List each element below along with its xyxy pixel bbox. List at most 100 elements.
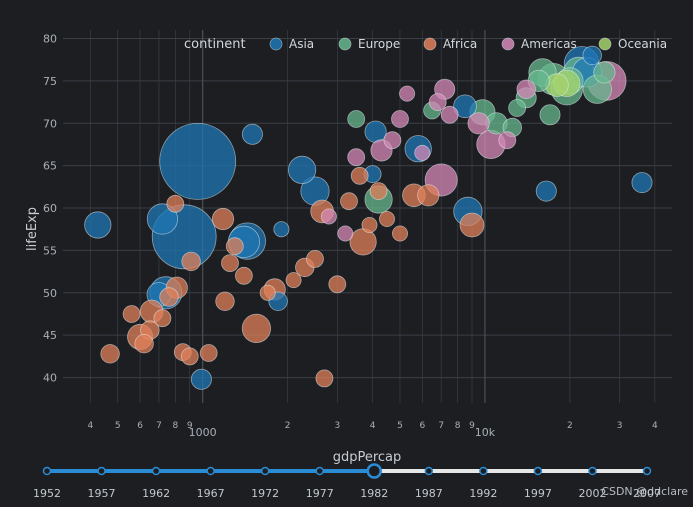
bubble-europe bbox=[508, 99, 526, 117]
bubble-africa bbox=[215, 291, 235, 312]
slider-step-1987[interactable] bbox=[424, 466, 434, 476]
bubble-europe bbox=[347, 110, 366, 128]
slider-step-1962[interactable] bbox=[151, 466, 161, 476]
y-tick-label: 40 bbox=[43, 372, 57, 385]
x-minor-tick-label: 4 bbox=[652, 421, 658, 431]
legend-entry-americas: Americas bbox=[521, 37, 577, 51]
x-minor-tick-label: 7 bbox=[438, 421, 444, 431]
bubble-africa bbox=[315, 369, 334, 388]
bubble-africa bbox=[211, 207, 235, 231]
bubble-americas bbox=[467, 112, 490, 135]
bubble-africa bbox=[391, 225, 408, 242]
bubble-africa bbox=[459, 212, 485, 238]
slider-label-1957[interactable]: 1957 bbox=[88, 487, 116, 500]
slider-handle[interactable] bbox=[366, 463, 383, 479]
bubbles bbox=[84, 45, 653, 390]
slider-label-1997[interactable]: 1997 bbox=[524, 487, 552, 500]
x-minor-tick-label: 3 bbox=[617, 421, 623, 431]
slider-step-1957[interactable] bbox=[97, 466, 106, 476]
y-axis-title: lifeExp bbox=[25, 207, 40, 251]
bubble-africa bbox=[221, 254, 239, 273]
slider-step-2002[interactable] bbox=[588, 466, 597, 476]
bubble-africa bbox=[378, 210, 395, 227]
x-minor-tick-label: 3 bbox=[334, 421, 340, 431]
bubble-asia bbox=[273, 221, 290, 238]
slider-step-1952[interactable] bbox=[42, 466, 52, 476]
y-tick-label: 50 bbox=[43, 287, 57, 300]
slider-label-1982[interactable]: 1982 bbox=[360, 487, 388, 500]
x-axis-title: gdpPercap bbox=[333, 450, 402, 465]
bubble-americas bbox=[498, 131, 517, 150]
y-tick-label: 60 bbox=[43, 202, 57, 215]
x-minor-tick-label: 6 bbox=[419, 421, 425, 431]
y-tick-label: 80 bbox=[43, 32, 57, 45]
x-minor-tick-label: 5 bbox=[397, 421, 403, 431]
bubble-asia bbox=[364, 120, 387, 143]
bubble-africa bbox=[340, 192, 358, 211]
slider-step-2007[interactable] bbox=[642, 466, 652, 476]
bubble-europe bbox=[593, 61, 616, 84]
bubble-americas bbox=[391, 110, 409, 128]
bubble-africa bbox=[361, 216, 378, 233]
legend-marker-oceania bbox=[598, 37, 612, 51]
bubble-americas bbox=[414, 144, 431, 161]
slider-label-1987[interactable]: 1987 bbox=[415, 487, 443, 500]
bubble-asia bbox=[453, 94, 477, 119]
legend-marker-europe bbox=[338, 37, 352, 51]
bubble-africa bbox=[180, 347, 199, 366]
bubble-africa bbox=[241, 313, 271, 343]
legend-marker-africa bbox=[423, 37, 437, 51]
bubble-africa bbox=[328, 275, 347, 294]
slider-label-1977[interactable]: 1977 bbox=[306, 487, 334, 500]
bubble-africa bbox=[181, 251, 201, 272]
bubble-americas bbox=[428, 93, 447, 111]
x-minor-tick-label: 2 bbox=[567, 421, 573, 431]
bubble-asia bbox=[146, 203, 178, 235]
bubble-americas bbox=[383, 131, 402, 150]
slider-label-1967[interactable]: 1967 bbox=[197, 487, 225, 500]
year-slider[interactable]: 1952 1957 1962 1967 1972 1977 1982 1987 1992 1997… bbox=[33, 463, 661, 501]
bubble-asia bbox=[535, 180, 557, 202]
slider-label-1972[interactable]: 1972 bbox=[251, 487, 279, 500]
slider-step-1992[interactable] bbox=[479, 466, 488, 476]
bubble-americas bbox=[440, 105, 459, 124]
y-tick-label: 65 bbox=[43, 160, 57, 173]
x-minor-tick-label: 2 bbox=[285, 421, 291, 431]
bubble-africa bbox=[225, 237, 244, 256]
y-tick-label: 45 bbox=[43, 329, 57, 342]
bubble-africa bbox=[159, 287, 179, 307]
slider-step-1977[interactable] bbox=[315, 466, 324, 476]
slider-step-1967[interactable] bbox=[206, 466, 215, 476]
slider-step-1972[interactable] bbox=[260, 466, 270, 476]
bubble-africa bbox=[199, 344, 218, 362]
x-minor-tick-label: 9 bbox=[469, 421, 475, 431]
slider-label-1962[interactable]: 1962 bbox=[142, 487, 170, 500]
bubble-asia bbox=[159, 122, 237, 200]
slider-label-1992[interactable]: 1992 bbox=[469, 487, 497, 500]
x-major-tick-label: 1000 bbox=[189, 426, 217, 439]
bubble-europe bbox=[539, 104, 561, 126]
x-minor-tick-label: 8 bbox=[172, 421, 178, 431]
bubble-africa bbox=[349, 228, 377, 256]
bubble-asia bbox=[631, 172, 653, 194]
bubble-americas bbox=[320, 208, 337, 225]
slider-label-1952[interactable]: 1952 bbox=[33, 487, 61, 500]
legend-entry-africa: Africa bbox=[443, 37, 477, 51]
bubble-asia bbox=[582, 45, 602, 66]
legend-entry-asia: Asia bbox=[289, 37, 314, 51]
x-major-tick-label: 10k bbox=[475, 426, 496, 439]
legend-title: continent bbox=[184, 37, 246, 52]
legend-marker-asia bbox=[269, 37, 283, 51]
bubble-asia bbox=[190, 368, 212, 390]
slider-label-2007[interactable]: 2007 bbox=[633, 487, 661, 500]
bubble-africa bbox=[285, 272, 302, 289]
legend-entry-oceania: Oceania bbox=[618, 37, 667, 51]
bubble-africa bbox=[259, 284, 276, 301]
bubble-africa bbox=[100, 344, 120, 364]
bubble-africa bbox=[134, 334, 154, 354]
slider-label-2002[interactable]: 2002 bbox=[578, 487, 606, 500]
bubble-africa bbox=[369, 182, 388, 201]
slider-step-1997[interactable] bbox=[533, 466, 543, 476]
